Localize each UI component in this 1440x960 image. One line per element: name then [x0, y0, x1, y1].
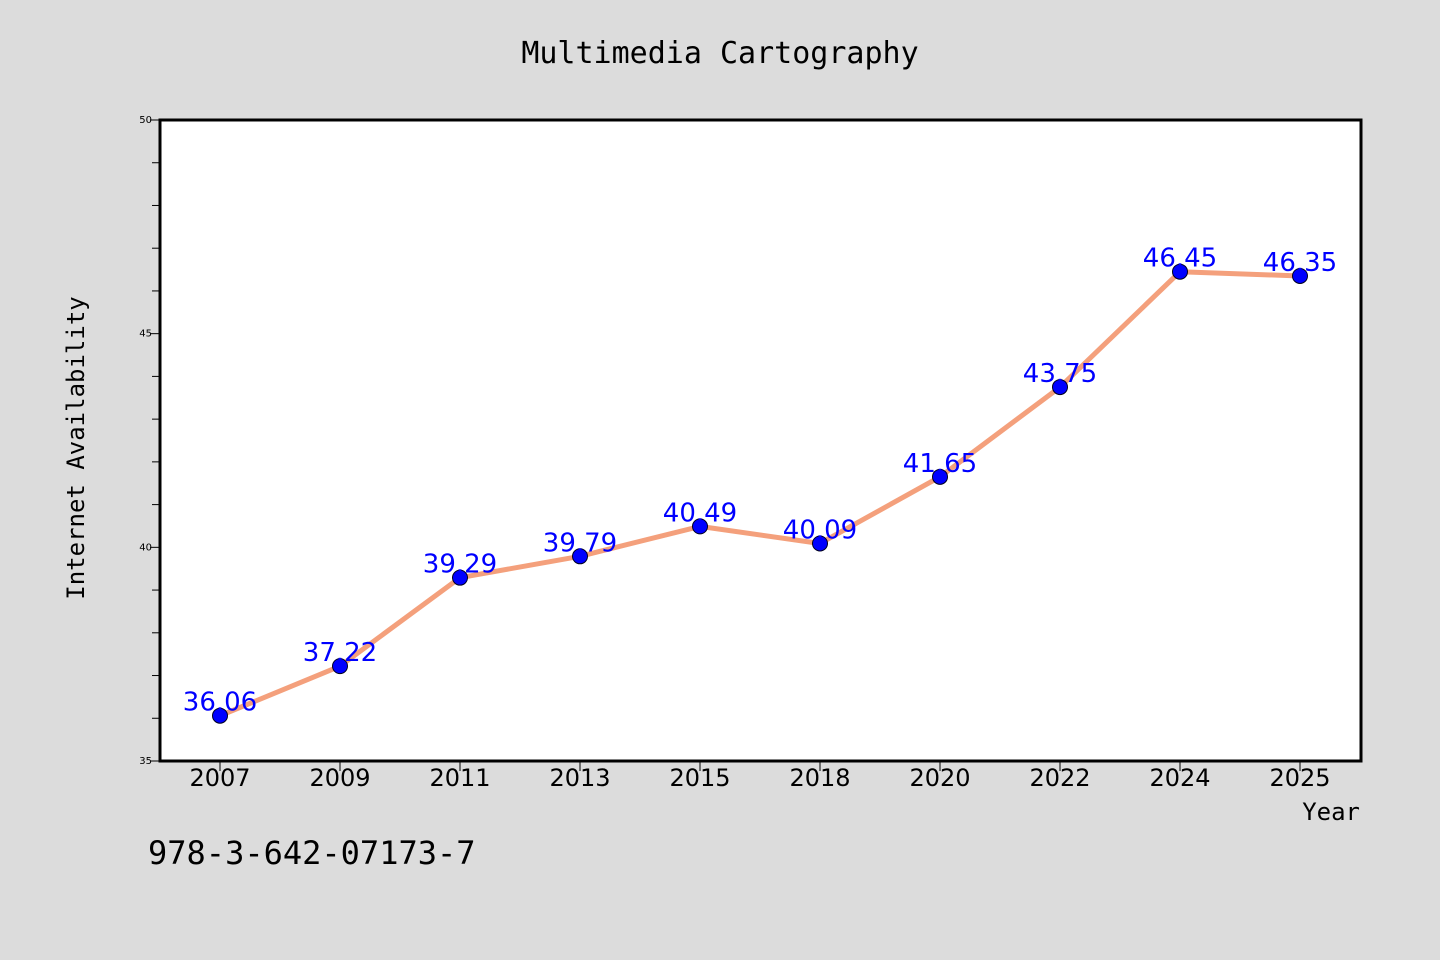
x-tick-label: 2025	[1269, 764, 1330, 792]
x-axis-ticks: 2007 2009 2011 2013 2015 2018 2020 2022 2024 2025	[189, 761, 1331, 792]
data-label: 36.06	[183, 688, 257, 718]
y-axis-label: Internet Availability	[62, 296, 90, 599]
x-tick-label: 2013	[549, 764, 610, 792]
data-label: 41.65	[903, 449, 977, 479]
x-axis-label: Year	[1302, 798, 1360, 826]
y-axis-ticks: 35 40 45 50	[139, 115, 160, 767]
x-tick-label: 2018	[789, 764, 850, 792]
series-line	[217, 269, 1303, 719]
x-tick-label: 2020	[909, 764, 970, 792]
y-tick-label: 45	[139, 329, 152, 340]
y-tick-label: 35	[139, 756, 152, 767]
data-point	[332, 658, 348, 675]
data-point	[1292, 267, 1308, 284]
data-label: 40.49	[663, 498, 737, 528]
data-point	[812, 535, 828, 552]
data-label: 43.75	[1023, 359, 1097, 389]
data-point	[692, 518, 708, 535]
data-point	[1052, 379, 1068, 396]
x-tick-label: 2015	[669, 764, 730, 792]
y-tick-label: 50	[139, 115, 152, 126]
data-point	[932, 468, 948, 485]
data-label: 39.79	[543, 528, 617, 558]
data-markers	[212, 263, 1308, 724]
data-label: 37.22	[303, 638, 377, 668]
data-labels: 36.06 37.22 39.29 39.79 40.49 40.09 41.65 43.75…	[183, 244, 1337, 718]
data-point	[572, 548, 588, 565]
isbn-text: 978-3-642-07173-7	[148, 834, 476, 872]
data-label: 46.35	[1263, 248, 1337, 278]
data-point	[452, 569, 468, 586]
data-label: 39.29	[423, 550, 497, 580]
x-tick-label: 2007	[189, 764, 250, 792]
data-label: 46.45	[1143, 244, 1217, 274]
x-tick-label: 2011	[429, 764, 490, 792]
data-point	[212, 707, 228, 724]
x-tick-label: 2024	[1149, 764, 1210, 792]
x-tick-label: 2022	[1029, 764, 1090, 792]
y-tick-label: 40	[139, 542, 152, 553]
x-tick-label: 2009	[309, 764, 370, 792]
data-point	[1172, 263, 1188, 280]
chart-title: Multimedia Cartography	[521, 36, 918, 71]
data-label: 40.09	[783, 515, 857, 545]
